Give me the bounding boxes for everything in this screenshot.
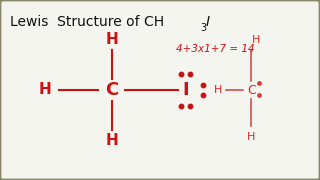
Text: I: I [182,81,189,99]
Text: H: H [252,35,260,45]
Text: 3: 3 [200,23,206,33]
Text: H: H [106,32,118,47]
Text: C: C [247,84,256,96]
Text: H: H [213,85,222,95]
Text: H: H [38,82,51,98]
Text: Lewis  Structure of CH: Lewis Structure of CH [10,15,164,29]
Text: C: C [105,81,119,99]
Text: H: H [247,132,255,142]
Text: H: H [106,133,118,148]
Text: I: I [206,15,210,29]
Text: 4+3x1+7 = 14: 4+3x1+7 = 14 [176,44,255,54]
